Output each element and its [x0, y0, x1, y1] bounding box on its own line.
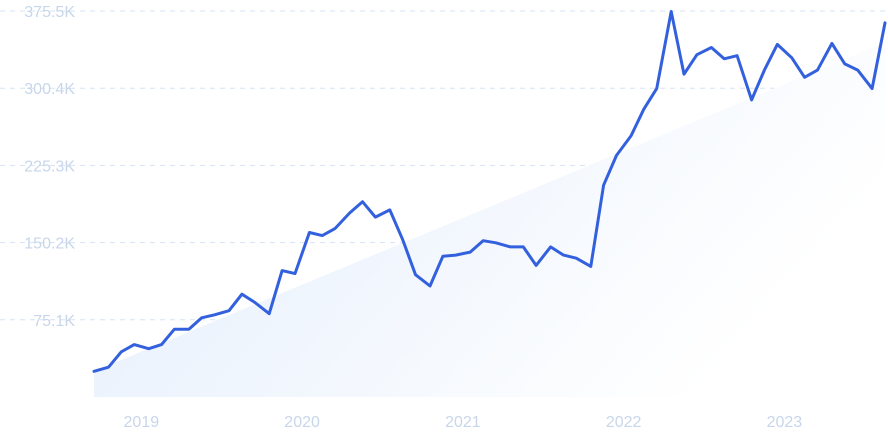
y-tick-label: 375.5K [24, 4, 75, 21]
trend-area [94, 42, 885, 397]
series-line-layer [92, 10, 887, 373]
y-tick-label: 300.4K [24, 81, 75, 98]
x-axis-ticks: 2019 2020 2021 2022 2023 [124, 414, 803, 431]
x-tick-label: 2020 [284, 414, 320, 431]
y-tick-label: 150.2K [24, 236, 75, 253]
x-tick-label: 2021 [445, 414, 481, 431]
y-tick-label: 75.1K [33, 313, 75, 330]
x-tick-label: 2023 [767, 414, 803, 431]
y-axis-ticks: 75.1K 150.2K 225.3K 300.4K 375.5K [24, 4, 75, 330]
y-tick-label: 225.3K [24, 158, 75, 175]
trend-area-layer [94, 42, 885, 397]
x-tick-label: 2022 [606, 414, 642, 431]
x-tick-label: 2019 [124, 414, 160, 431]
series-line [92, 10, 887, 373]
